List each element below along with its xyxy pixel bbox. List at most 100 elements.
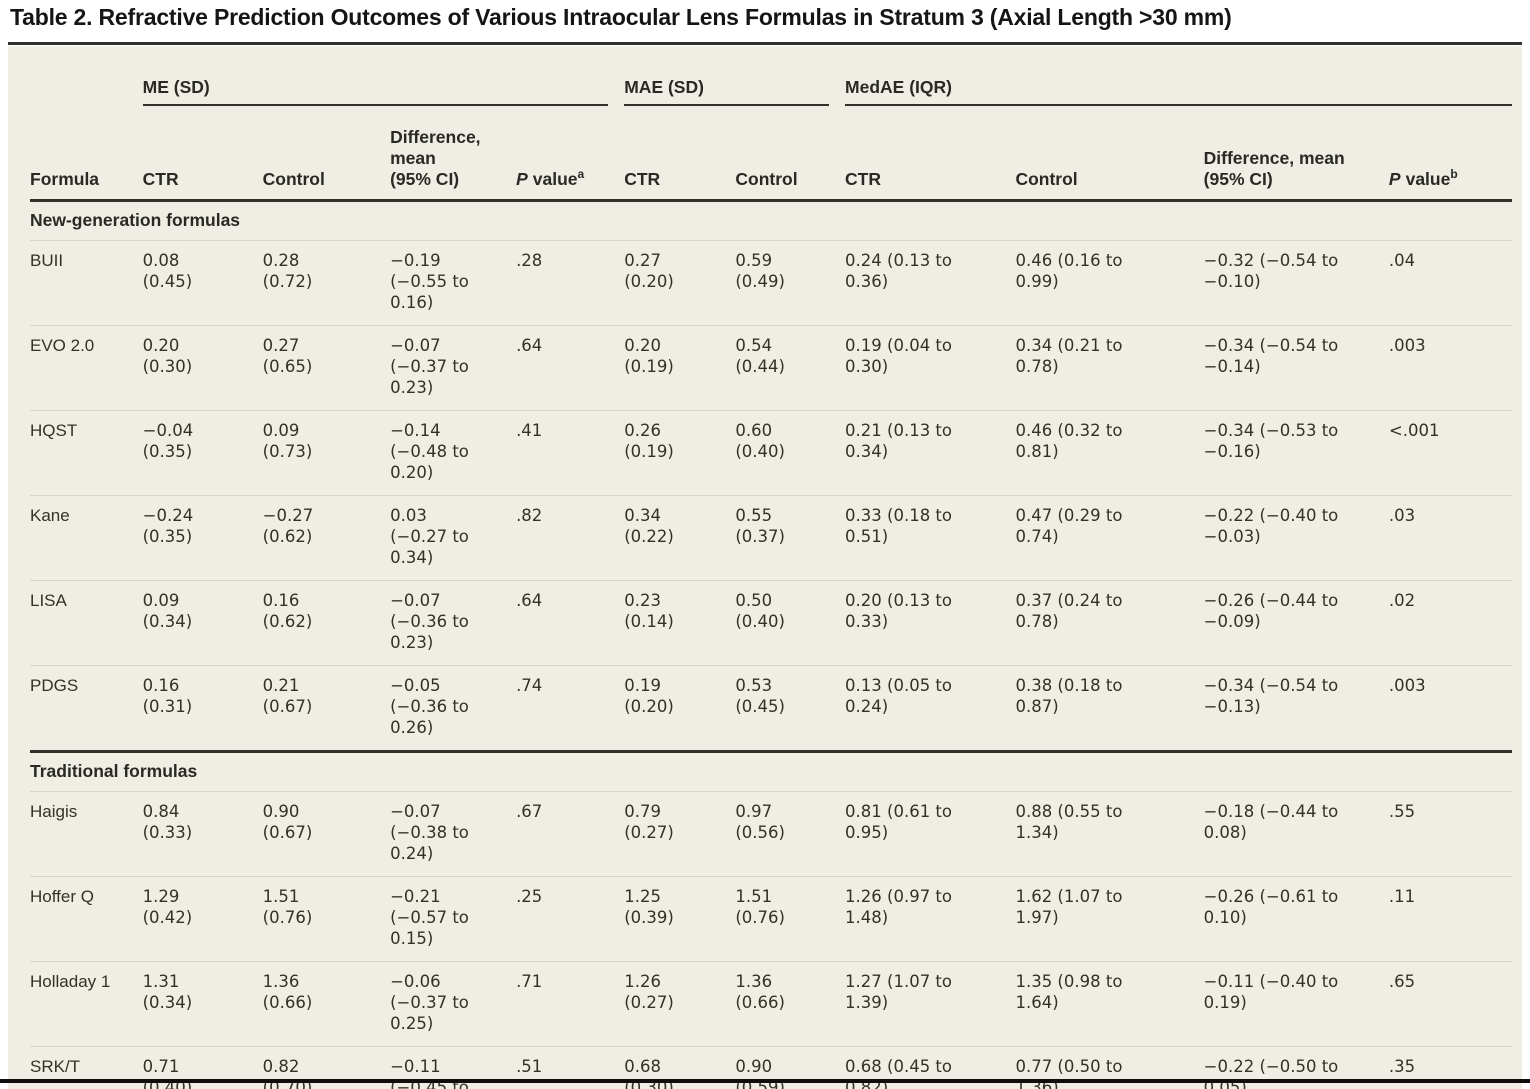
value-cell: .64 (516, 580, 625, 666)
value-cell: 0.79 (0.27) (624, 791, 736, 877)
value-cell: −0.27 (0.62) (262, 495, 391, 581)
value-cell: 1.29 (0.42) (142, 876, 263, 962)
value-cell: .28 (516, 240, 625, 326)
value-cell: −0.06 (−0.37 to 0.25) (390, 961, 517, 1047)
value-cell: −0.21 (−0.57 to 0.15) (390, 876, 517, 962)
col-header-medae-difference: Difference, mean (95% CI) (1203, 127, 1389, 202)
value-cell: −0.07 (−0.37 to 0.23) (390, 325, 517, 411)
section-row: New-generation formulas (30, 199, 1512, 241)
value-cell: 0.60 (0.40) (735, 410, 846, 496)
value-cell: 0.53 (0.45) (735, 665, 846, 752)
value-cell: −0.19 (−0.55 to 0.16) (390, 240, 517, 326)
value-cell: 0.68 (0.30) (624, 1057, 674, 1089)
value-cell: 0.33 (0.18 to 0.51) (845, 495, 1016, 581)
formula-name-cell: SRK/T (30, 1057, 81, 1076)
value-cell: 0.90 (0.59) (735, 1057, 785, 1089)
value-cell: 0.03 (−0.27 to 0.34) (390, 495, 517, 581)
group-header-mae: MAE (SD) (624, 46, 845, 127)
value-cell: 0.16 (0.62) (262, 580, 391, 666)
col-header-me-control: Control (262, 127, 391, 202)
formula-name-cell: Haigis (30, 791, 143, 877)
value-cell: 0.09 (0.73) (262, 410, 391, 496)
value-cell: 1.26 (0.27) (624, 961, 736, 1047)
table-container: ME (SD) MAE (SD) MedAE (IQR) Formula CTR… (8, 46, 1522, 1089)
table-row: Kane −0.24 (0.35) −0.27 (0.62) 0.03 (−0.27 … (30, 495, 1512, 581)
col-header-me-ctr: CTR (142, 127, 263, 202)
value-cell: 0.55 (0.37) (735, 495, 846, 581)
value-cell: 0.34 (0.21 to 0.78) (1015, 325, 1204, 411)
value-cell: 1.36 (0.66) (262, 961, 391, 1047)
value-cell: 0.54 (0.44) (735, 325, 846, 411)
group-header-medae: MedAE (IQR) (845, 46, 1512, 127)
value-cell: .51 (516, 1057, 543, 1076)
value-cell: .65 (1388, 961, 1512, 1047)
value-cell: 0.46 (0.16 to 0.99) (1015, 240, 1204, 326)
value-cell: −0.11 (−0.45 to 0.23) (390, 1057, 469, 1089)
section-header: Traditional formulas (30, 750, 1512, 792)
formula-name-cell: Hoffer Q (30, 876, 143, 962)
value-cell: −0.34 (−0.53 to −0.16) (1203, 410, 1389, 496)
formula-name-cell: PDGS (30, 665, 143, 752)
value-cell: .67 (516, 791, 625, 877)
value-cell: .11 (1388, 876, 1512, 962)
value-cell: 1.35 (0.98 to 1.64) (1015, 961, 1204, 1047)
value-cell: −0.26 (−0.61 to 0.10) (1203, 876, 1389, 962)
value-cell: .03 (1388, 495, 1512, 581)
value-cell: .64 (516, 325, 625, 411)
table-row: LISA 0.09 (0.34) 0.16 (0.62) −0.07 (−0.36 t… (30, 580, 1512, 666)
formula-name-cell: BUII (30, 240, 143, 326)
value-cell: .71 (516, 961, 625, 1047)
value-cell: .25 (516, 876, 625, 962)
formula-name-cell: LISA (30, 580, 143, 666)
group-header-row: ME (SD) MAE (SD) MedAE (IQR) (30, 46, 1512, 127)
value-cell: −0.07 (−0.36 to 0.23) (390, 580, 517, 666)
page-bottom-rule (0, 1079, 1530, 1083)
value-cell: 0.27 (0.65) (262, 325, 391, 411)
value-cell: 0.84 (0.33) (142, 791, 263, 877)
value-cell: 0.34 (0.22) (624, 495, 736, 581)
value-cell: 0.21 (0.67) (262, 665, 391, 752)
formula-name-cell: EVO 2.0 (30, 325, 143, 411)
title-rule (8, 42, 1522, 45)
value-cell: 0.28 (0.72) (262, 240, 391, 326)
table-row: BUII 0.08 (0.45) 0.28 (0.72) −0.19 (−0.55 t… (30, 240, 1512, 326)
value-cell: 0.21 (0.13 to 0.34) (845, 410, 1016, 496)
table-row: SRK/T 0.71 (0.40) 0.82 (0.70) −0.11 (−0.45 … (30, 1047, 1512, 1089)
value-cell: −0.18 (−0.44 to 0.08) (1203, 791, 1389, 877)
table-row: Holladay 1 1.31 (0.34) 1.36 (0.66) −0.06 (−… (30, 961, 1512, 1047)
group-header-me: ME (SD) (142, 46, 625, 127)
table-row: PDGS 0.16 (0.31) 0.21 (0.67) −0.05 (−0.36 t… (30, 665, 1512, 752)
value-cell: 0.46 (0.32 to 0.81) (1015, 410, 1204, 496)
value-cell: <.001 (1388, 410, 1512, 496)
value-cell: 0.09 (0.34) (142, 580, 263, 666)
formula-name-cell: Holladay 1 (30, 961, 143, 1047)
value-cell: 0.50 (0.40) (735, 580, 846, 666)
value-cell: −0.22 (−0.50 to 0.05) (1203, 1057, 1339, 1089)
value-cell: 0.59 (0.49) (735, 240, 846, 326)
value-cell: 0.38 (0.18 to 0.87) (1015, 665, 1204, 752)
formula-name-cell: HQST (30, 410, 143, 496)
value-cell: 0.23 (0.14) (624, 580, 736, 666)
value-cell: .04 (1388, 240, 1512, 326)
col-header-mae-control: Control (735, 127, 846, 202)
group-label-me: ME (SD) (142, 77, 609, 106)
value-cell: 0.97 (0.56) (735, 791, 846, 877)
value-cell: 0.13 (0.05 to 0.24) (845, 665, 1016, 752)
col-header-medae-ctr: CTR (845, 127, 1016, 202)
group-label-mae: MAE (SD) (624, 77, 830, 106)
value-cell: −0.22 (−0.40 to −0.03) (1203, 495, 1389, 581)
value-cell: −0.05 (−0.36 to 0.26) (390, 665, 517, 752)
col-header-me-difference: Difference, mean (95% CI) (390, 127, 517, 202)
value-cell: −0.32 (−0.54 to −0.10) (1203, 240, 1389, 326)
table-title: Table 2. Refractive Prediction Outcomes … (10, 4, 1232, 30)
value-cell: 0.27 (0.20) (624, 240, 736, 326)
value-cell: 0.47 (0.29 to 0.74) (1015, 495, 1204, 581)
col-header-mae-ctr: CTR (624, 127, 736, 202)
value-cell: 0.20 (0.30) (142, 325, 263, 411)
value-cell: 1.26 (0.97 to 1.48) (845, 876, 1016, 962)
value-cell: .02 (1388, 580, 1512, 666)
value-cell: 0.08 (0.45) (142, 240, 263, 326)
value-cell: .003 (1388, 325, 1512, 411)
group-label-medae: MedAE (IQR) (845, 77, 1512, 106)
value-cell: .35 (1388, 1057, 1416, 1076)
